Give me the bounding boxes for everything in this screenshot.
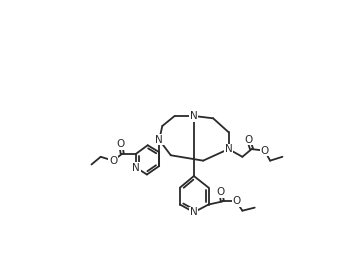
Text: N: N [190, 207, 198, 217]
Text: O: O [245, 135, 253, 145]
Text: O: O [232, 197, 240, 206]
Text: N: N [225, 144, 233, 154]
Text: N: N [155, 135, 163, 145]
Text: N: N [132, 163, 140, 172]
Text: O: O [261, 146, 269, 156]
Text: O: O [109, 156, 117, 166]
Text: O: O [116, 139, 125, 150]
Text: O: O [217, 187, 225, 197]
Text: N: N [190, 111, 198, 121]
